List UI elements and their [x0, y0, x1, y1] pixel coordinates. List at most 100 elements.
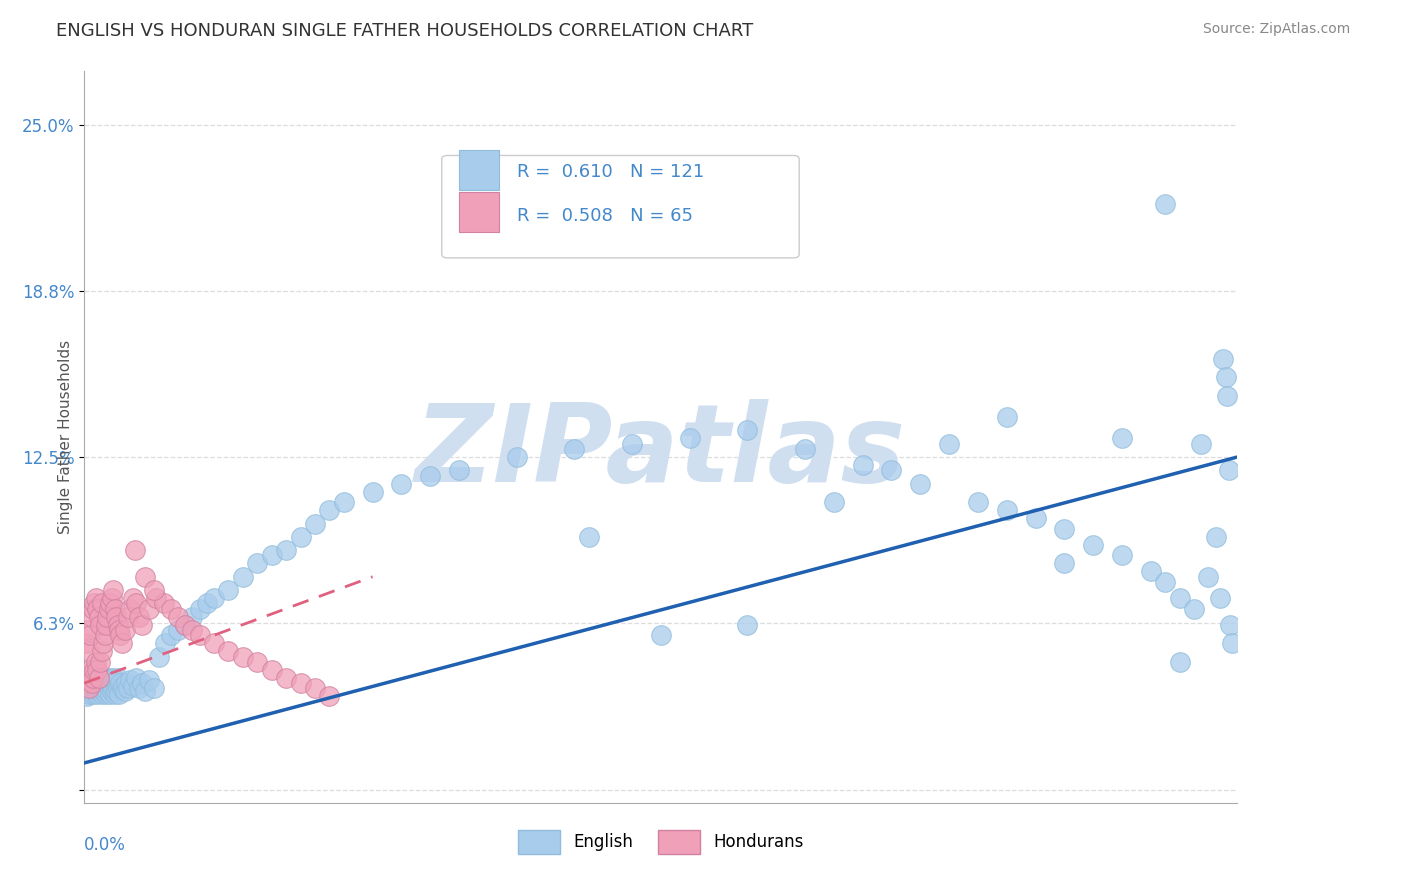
Point [202, 636, 225, 650]
Point [84, 591, 107, 605]
Point [1209, 591, 1232, 605]
Point [995, 503, 1018, 517]
Point [84, 655, 107, 669]
Point [823, 495, 845, 509]
Point [98, 596, 121, 610]
Point [87, 671, 110, 685]
Point [94, 676, 117, 690]
Point [679, 431, 702, 445]
Point [290, 530, 312, 544]
Point [128, 681, 150, 696]
Point [86, 676, 108, 690]
Point [112, 679, 135, 693]
Point [75, 676, 97, 690]
Point [82, 687, 104, 701]
Text: ZIPatlas: ZIPatlas [415, 399, 907, 505]
Point [1168, 591, 1191, 605]
Point [86, 663, 108, 677]
Point [75, 681, 97, 696]
Point [1218, 463, 1240, 477]
Point [77, 676, 100, 690]
Point [98, 687, 121, 701]
Point [1083, 538, 1105, 552]
Point [880, 463, 903, 477]
Point [1111, 549, 1133, 563]
Point [938, 436, 960, 450]
Point [1198, 570, 1220, 584]
Point [80, 681, 103, 696]
Point [318, 503, 340, 517]
Text: R =  0.508   N = 65: R = 0.508 N = 65 [517, 207, 693, 225]
Point [104, 687, 127, 701]
Point [97, 601, 120, 615]
Point [246, 655, 269, 669]
Point [564, 442, 586, 456]
Point [79, 663, 101, 677]
Point [103, 671, 124, 685]
Point [83, 596, 105, 610]
Point [84, 681, 107, 696]
Point [79, 673, 101, 688]
Point [91, 673, 114, 688]
Point [153, 636, 176, 650]
Point [361, 484, 384, 499]
Point [80, 676, 103, 690]
Point [167, 609, 190, 624]
Point [419, 468, 441, 483]
Point [117, 609, 139, 624]
Point [94, 687, 117, 701]
Point [737, 617, 759, 632]
Point [79, 628, 101, 642]
Point [77, 687, 100, 701]
Point [1212, 351, 1234, 366]
Point [89, 655, 111, 669]
Point [120, 673, 142, 688]
Point [90, 644, 112, 658]
Point [148, 649, 170, 664]
Point [100, 591, 122, 605]
Point [98, 676, 121, 690]
Point [1182, 601, 1205, 615]
Point [107, 681, 129, 696]
Point [90, 676, 112, 690]
Point [995, 410, 1018, 425]
Point [218, 644, 240, 658]
Point [107, 671, 129, 685]
Point [145, 591, 167, 605]
Text: 0.0%: 0.0% [84, 836, 127, 854]
Point [174, 617, 197, 632]
Point [82, 671, 104, 685]
Point [83, 663, 105, 677]
Point [1053, 557, 1076, 571]
Point [82, 601, 104, 615]
Point [138, 673, 160, 688]
Point [87, 684, 110, 698]
Point [104, 676, 127, 690]
Text: Source: ZipAtlas.com: Source: ZipAtlas.com [1202, 22, 1350, 37]
Point [76, 671, 98, 685]
Point [76, 690, 98, 704]
Point [232, 649, 254, 664]
Point [333, 495, 356, 509]
Point [1025, 511, 1047, 525]
Point [86, 601, 108, 615]
Point [111, 636, 134, 650]
Bar [460, 150, 499, 190]
Point [181, 609, 204, 624]
Point [120, 601, 142, 615]
Point [391, 476, 413, 491]
Point [97, 671, 120, 685]
Text: ENGLISH VS HONDURAN SINGLE FATHER HOUSEHOLDS CORRELATION CHART: ENGLISH VS HONDURAN SINGLE FATHER HOUSEH… [56, 22, 754, 40]
Point [77, 644, 100, 658]
Y-axis label: Single Father Households: Single Father Households [58, 340, 73, 534]
Point [131, 676, 153, 690]
Point [304, 681, 326, 696]
Point [82, 676, 104, 690]
Point [83, 673, 105, 688]
Point [94, 617, 117, 632]
Point [128, 609, 150, 624]
Point [96, 684, 118, 698]
Point [506, 450, 529, 464]
Point [111, 681, 134, 696]
Point [100, 673, 122, 688]
